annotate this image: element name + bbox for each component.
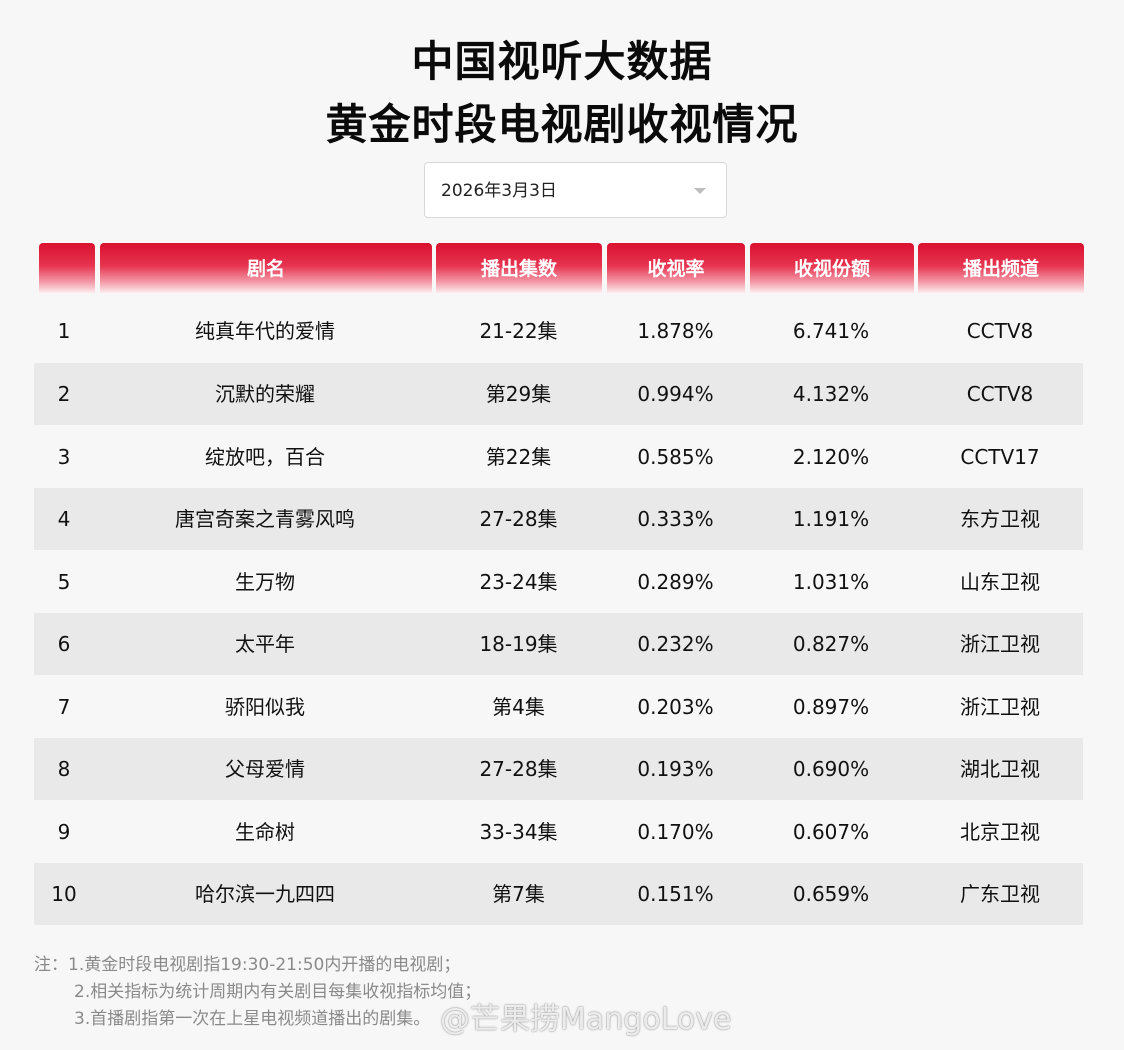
drama-name-cell: 绽放吧，百合 [205,445,325,469]
rating-cell: 0.289% [637,570,714,594]
share-cell: 0.607% [792,820,870,844]
drama-name-cell: 纯真年代的爱情 [195,319,335,343]
rating-cell: 0.585% [637,445,714,469]
rating-cell: 1.878% [637,319,714,343]
table-row: 2 沉默的荣耀 第29集 0.994% 4.132% CCTV8 [34,363,1083,425]
rating-cell: 0.193% [637,757,714,781]
channel-cell: 湖北卫视 [960,757,1040,781]
share-cell: 2.120% [792,445,870,469]
rank-cell: 7 [57,695,71,719]
share-cell: 1.031% [792,570,870,594]
table-row: 8 父母爱情 27-28集 0.193% 0.690% 湖北卫视 [34,738,1083,800]
header-channel: 播出频道 [918,243,1084,293]
channel-cell: 东方卫视 [960,507,1040,531]
drama-name-cell: 唐宫奇案之青雾风鸣 [175,507,355,531]
header-share: 收视份额 [750,243,914,293]
rank-cell: 3 [57,445,71,469]
channel-cell: CCTV17 [960,445,1040,469]
drama-name-cell: 父母爱情 [225,757,305,781]
channel-cell: 浙江卫视 [960,695,1040,719]
share-cell: 0.827% [792,632,870,656]
page-subtitle: 黄金时段电视剧收视情况 [325,100,799,149]
episodes-cell: 第4集 [492,695,545,719]
episodes-cell: 21-22集 [479,319,558,343]
rank-cell: 5 [57,570,71,594]
episodes-cell: 第29集 [485,382,552,406]
channel-cell: 浙江卫视 [960,632,1040,656]
share-cell: 0.690% [792,757,870,781]
share-cell: 0.659% [792,882,870,906]
drama-name-cell: 骄阳似我 [225,695,305,719]
rating-cell: 0.333% [637,507,714,531]
rank-cell: 2 [57,382,71,406]
drama-name-cell: 生命树 [235,820,295,844]
episodes-cell: 27-28集 [479,507,558,531]
drama-name-cell: 沉默的荣耀 [215,382,315,406]
rating-cell: 0.151% [637,882,714,906]
channel-cell: CCTV8 [966,319,1034,343]
table-row: 7 骄阳似我 第4集 0.203% 0.897% 浙江卫视 [34,676,1083,738]
drama-name-cell: 太平年 [235,632,295,656]
header-drama-name: 剧名 [100,243,432,293]
page-title: 中国视听大数据 [411,37,713,86]
header-rating: 收视率 [607,243,745,293]
channel-cell: 山东卫视 [960,570,1040,594]
chevron-down-icon [694,188,706,194]
rank-cell: 1 [57,319,71,343]
episodes-cell: 27-28集 [479,757,558,781]
table-row: 5 生万物 23-24集 0.289% 1.031% 山东卫视 [34,551,1083,613]
drama-name-cell: 生万物 [235,570,295,594]
table-row: 4 唐宫奇案之青雾风鸣 27-28集 0.333% 1.191% 东方卫视 [34,488,1083,550]
rating-cell: 0.170% [637,820,714,844]
episodes-cell: 18-19集 [479,632,558,656]
rank-cell: 10 [51,882,77,906]
table-row: 1 纯真年代的爱情 21-22集 1.878% 6.741% CCTV8 [34,300,1083,362]
channel-cell: 北京卫视 [960,820,1040,844]
share-cell: 0.897% [792,695,870,719]
header-rank [39,243,95,293]
table-row: 6 太平年 18-19集 0.232% 0.827% 浙江卫视 [34,613,1083,675]
date-dropdown-value: 2026年3月3日 [441,181,557,201]
share-cell: 4.132% [792,382,870,406]
header-episodes: 播出集数 [436,243,602,293]
footnotes: 注：1.黄金时段电视剧指19:30-21:50内开播的电视剧； 2.相关指标为统… [34,952,481,1033]
share-cell: 6.741% [792,319,870,343]
rating-cell: 0.203% [637,695,714,719]
drama-name-cell: 哈尔滨一九四四 [195,882,335,906]
rank-cell: 6 [57,632,71,656]
table-row: 3 绽放吧，百合 第22集 0.585% 2.120% CCTV17 [34,426,1083,488]
rank-cell: 9 [57,820,71,844]
episodes-cell: 第7集 [492,882,545,906]
rating-cell: 0.994% [637,382,714,406]
footnote-2: 2.相关指标为统计周期内有关剧目每集收视指标均值； [74,982,482,1002]
rank-cell: 8 [57,757,71,781]
channel-cell: 广东卫视 [960,882,1040,906]
episodes-cell: 第22集 [485,445,552,469]
footnote-3: 3.首播剧指第一次在上星电视频道播出的剧集。 [74,1009,431,1029]
channel-cell: CCTV8 [966,382,1034,406]
watermark: @芒果捞MangoLove [440,1002,732,1037]
episodes-cell: 23-24集 [479,570,558,594]
date-dropdown[interactable]: 2026年3月3日 [424,162,727,218]
rating-cell: 0.232% [637,632,714,656]
rank-cell: 4 [57,507,71,531]
footnote-1: 注：1.黄金时段电视剧指19:30-21:50内开播的电视剧； [34,955,461,975]
table-row: 10 哈尔滨一九四四 第7集 0.151% 0.659% 广东卫视 [34,863,1083,925]
episodes-cell: 33-34集 [479,820,558,844]
table-row: 9 生命树 33-34集 0.170% 0.607% 北京卫视 [34,801,1083,863]
share-cell: 1.191% [792,507,870,531]
